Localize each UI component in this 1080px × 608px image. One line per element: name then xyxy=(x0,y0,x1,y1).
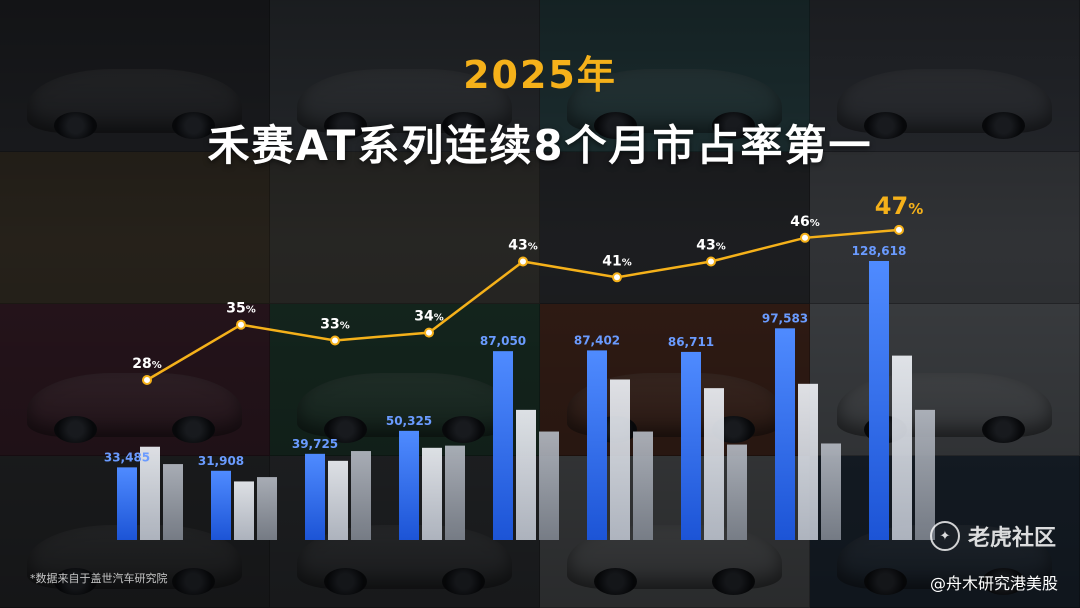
bar-comparison-2 xyxy=(351,451,371,540)
bar-comparison-1 xyxy=(704,388,724,540)
bar-value-label: 33,485 xyxy=(104,450,150,464)
bar-volume xyxy=(869,260,889,540)
bar-comparison-2 xyxy=(727,444,747,540)
bar-volume xyxy=(681,351,701,540)
market-share-point xyxy=(424,327,434,338)
market-share-point xyxy=(894,224,904,235)
bar-comparison-2 xyxy=(163,464,183,540)
market-share-label: 46% xyxy=(790,214,820,230)
bar-comparison-2 xyxy=(633,431,653,540)
watermark: ✦ 老虎社区 xyxy=(929,520,1056,552)
market-share-label: 35% xyxy=(226,301,256,317)
bar-volume xyxy=(493,351,513,540)
market-share-point xyxy=(330,335,340,346)
bar-comparison-1 xyxy=(610,379,630,540)
bar-value-label: 87,402 xyxy=(574,333,620,347)
bar-value-label: 39,725 xyxy=(292,437,338,451)
bar-comparison-1 xyxy=(234,481,254,540)
market-share-label: 41% xyxy=(602,253,632,269)
bar-comparison-1 xyxy=(140,446,160,540)
market-share-label: 33% xyxy=(320,317,350,333)
market-share-point xyxy=(142,375,152,385)
bar-volume xyxy=(587,350,607,540)
bar-comparison-2 xyxy=(915,409,935,540)
market-share-label: 47% xyxy=(875,192,923,220)
bar-value-label: 50,325 xyxy=(386,414,432,428)
market-share-label: 43% xyxy=(696,238,726,254)
bar-comparison-2 xyxy=(539,431,559,540)
bar-comparison-2 xyxy=(821,443,841,540)
bar-volume xyxy=(305,453,325,540)
market-share-label: 43% xyxy=(508,238,538,254)
bar-value-label: 87,050 xyxy=(480,334,526,348)
market-share-point xyxy=(706,256,716,267)
bar-value-label: 97,583 xyxy=(762,311,808,325)
chart-title: 禾赛AT系列连续8个月市占率第一 xyxy=(207,121,873,170)
bar-volume xyxy=(399,430,419,540)
bar-comparison-2 xyxy=(257,477,277,540)
market-share-point xyxy=(518,256,528,267)
bar-value-label: 31,908 xyxy=(198,454,244,468)
bar-comparison-1 xyxy=(798,383,818,540)
market-share-point xyxy=(612,272,622,283)
bar-volume xyxy=(117,467,137,540)
market-share-point xyxy=(236,319,246,330)
bar-comparison-1 xyxy=(422,447,442,540)
watermark-text: 老虎社区 xyxy=(967,526,1056,551)
bar-value-label: 128,618 xyxy=(852,244,907,258)
market-share-point xyxy=(800,232,810,243)
market-share-label: 34% xyxy=(414,309,444,325)
account-handle: @舟木研究港美股 xyxy=(929,574,1058,593)
bar-comparison-1 xyxy=(892,355,912,540)
bar-volume xyxy=(211,470,231,540)
data-source-note: *数据来自于盖世汽车研究院 xyxy=(30,572,168,585)
bar-comparison-1 xyxy=(328,460,348,540)
bar-value-label: 86,711 xyxy=(668,335,714,349)
bar-comparison-2 xyxy=(445,445,465,540)
tiger-logo-icon: ✦ xyxy=(929,521,960,551)
bar-comparison-1 xyxy=(516,409,536,540)
bar-volume xyxy=(775,328,795,540)
chart-year-title: 2025年 xyxy=(463,53,617,97)
market-share-label: 28% xyxy=(132,356,162,372)
